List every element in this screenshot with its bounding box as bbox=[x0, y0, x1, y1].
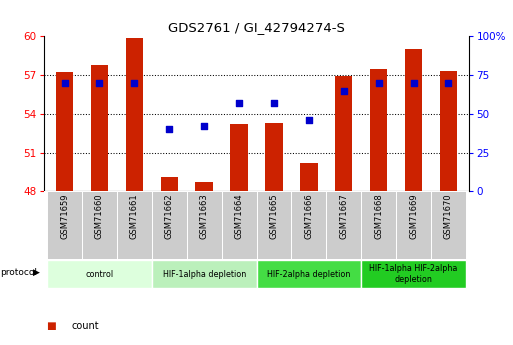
Bar bbox=[256, 191, 291, 259]
Bar bbox=[265, 123, 283, 191]
Text: GSM71664: GSM71664 bbox=[234, 194, 244, 239]
Title: GDS2761 / GI_42794274-S: GDS2761 / GI_42794274-S bbox=[168, 21, 345, 34]
Text: GSM71663: GSM71663 bbox=[200, 194, 209, 239]
Bar bbox=[335, 76, 352, 191]
Text: GSM71659: GSM71659 bbox=[60, 194, 69, 239]
Point bbox=[200, 124, 208, 129]
Bar bbox=[187, 191, 222, 259]
Text: GSM71662: GSM71662 bbox=[165, 194, 174, 239]
Text: ▶: ▶ bbox=[33, 268, 40, 277]
Text: GSM71670: GSM71670 bbox=[444, 194, 453, 239]
Text: protocol: protocol bbox=[1, 268, 37, 277]
Bar bbox=[405, 49, 422, 191]
Text: HIF-1alpha HIF-2alpha
depletion: HIF-1alpha HIF-2alpha depletion bbox=[369, 264, 458, 284]
Bar bbox=[431, 191, 466, 259]
Bar bbox=[361, 260, 466, 288]
Point bbox=[95, 80, 104, 86]
Bar bbox=[161, 177, 178, 191]
Text: GSM71665: GSM71665 bbox=[269, 194, 279, 239]
Bar bbox=[256, 260, 361, 288]
Bar bbox=[56, 72, 73, 191]
Point bbox=[270, 100, 278, 106]
Bar bbox=[195, 183, 213, 191]
Bar bbox=[47, 191, 82, 259]
Point bbox=[409, 80, 418, 86]
Bar bbox=[82, 191, 117, 259]
Point bbox=[130, 80, 139, 86]
Bar bbox=[152, 191, 187, 259]
Bar bbox=[152, 260, 256, 288]
Text: control: control bbox=[85, 270, 113, 279]
Text: GSM71667: GSM71667 bbox=[339, 194, 348, 239]
Bar bbox=[370, 69, 387, 191]
Text: HIF-1alpha depletion: HIF-1alpha depletion bbox=[163, 270, 246, 279]
Bar bbox=[222, 191, 256, 259]
Text: GSM71660: GSM71660 bbox=[95, 194, 104, 239]
Text: GSM71669: GSM71669 bbox=[409, 194, 418, 239]
Point bbox=[165, 127, 173, 132]
Bar bbox=[47, 260, 152, 288]
Bar bbox=[326, 191, 361, 259]
Text: HIF-2alpha depletion: HIF-2alpha depletion bbox=[267, 270, 350, 279]
Text: count: count bbox=[72, 321, 100, 331]
Bar bbox=[291, 191, 326, 259]
Bar bbox=[91, 65, 108, 191]
Text: GSM71661: GSM71661 bbox=[130, 194, 139, 239]
Bar bbox=[230, 124, 248, 191]
Point bbox=[374, 80, 383, 86]
Bar bbox=[117, 191, 152, 259]
Bar bbox=[126, 38, 143, 191]
Point bbox=[444, 80, 452, 86]
Bar bbox=[361, 191, 396, 259]
Bar bbox=[300, 163, 318, 191]
Point bbox=[235, 100, 243, 106]
Point bbox=[305, 117, 313, 123]
Text: GSM71666: GSM71666 bbox=[304, 194, 313, 239]
Text: ■: ■ bbox=[46, 321, 56, 331]
Point bbox=[340, 88, 348, 93]
Point bbox=[61, 80, 69, 86]
Text: GSM71668: GSM71668 bbox=[374, 194, 383, 239]
Bar bbox=[440, 71, 457, 191]
Bar bbox=[396, 191, 431, 259]
